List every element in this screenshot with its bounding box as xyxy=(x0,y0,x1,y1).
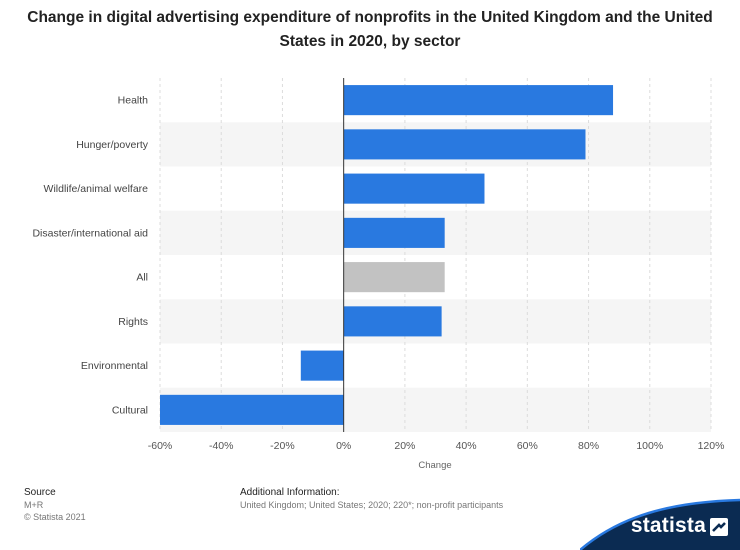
x-tick-label: 60% xyxy=(517,440,538,452)
x-tick-label: 120% xyxy=(698,440,725,452)
bar-rights xyxy=(343,306,442,337)
x-tick-label: 40% xyxy=(456,440,477,452)
x-tick-label: 100% xyxy=(636,440,663,452)
bar-chart: Health Hunger/poverty Wildlife/animal welf… xyxy=(32,78,725,471)
source-heading: Source xyxy=(24,487,56,498)
bar-disaster-international-aid xyxy=(343,217,445,248)
category-label: Environmental xyxy=(81,360,148,372)
category-label: Rights xyxy=(118,316,148,328)
x-tick-label: -20% xyxy=(270,440,295,452)
x-tick-label: -40% xyxy=(209,440,234,452)
bar-all xyxy=(343,262,445,293)
brand-wave xyxy=(580,498,740,550)
bar-wildlife-animal-welfare xyxy=(343,173,485,204)
source-line: M+R xyxy=(24,500,44,510)
bar-hunger-poverty xyxy=(343,129,586,160)
category-label: Disaster/international aid xyxy=(32,227,148,239)
x-axis-title: Change xyxy=(418,460,451,471)
additional-info-block: Additional Information: United Kingdom; … xyxy=(240,487,503,511)
additional-info-text: United Kingdom; United States; 2020; 220… xyxy=(240,500,504,510)
statista-logo-icon xyxy=(710,518,728,536)
statista-brand: statista xyxy=(580,496,740,550)
copyright-line: © Statista 2021 xyxy=(24,512,86,522)
x-tick-label: -60% xyxy=(148,440,173,452)
x-tick-label: 0% xyxy=(336,440,351,452)
category-label: Hunger/poverty xyxy=(76,139,149,151)
bar-cultural xyxy=(160,394,344,425)
bar-health xyxy=(343,85,614,116)
bar-environmental xyxy=(300,350,344,381)
x-tick-label: 20% xyxy=(394,440,415,452)
category-label: Cultural xyxy=(112,404,148,416)
category-label: All xyxy=(136,272,148,284)
category-label: Wildlife/animal welfare xyxy=(44,183,149,195)
category-label: Health xyxy=(118,95,149,107)
statista-wordmark[interactable]: statista xyxy=(630,514,706,537)
source-block: Source M+R © Statista 2021 xyxy=(24,487,86,523)
x-tick-label: 80% xyxy=(578,440,599,452)
chart-title: Change in digital advertising expenditur… xyxy=(27,9,713,50)
additional-info-heading: Additional Information: xyxy=(240,487,340,498)
